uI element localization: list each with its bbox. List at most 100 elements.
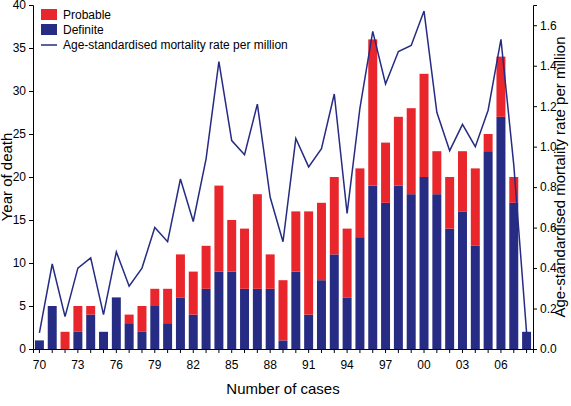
bar xyxy=(48,306,57,349)
bar xyxy=(368,39,377,185)
tick-mark xyxy=(29,263,33,264)
bar xyxy=(240,289,249,349)
bar xyxy=(112,297,121,298)
tick-label: 76 xyxy=(110,358,124,372)
y-axis: 0510152025303540 xyxy=(13,0,34,356)
bar xyxy=(73,306,82,332)
tick xyxy=(257,349,258,353)
tick xyxy=(90,349,91,353)
tick-label: 03 xyxy=(456,358,470,372)
bar xyxy=(420,177,429,349)
tick-label: 30 xyxy=(13,84,27,98)
bar xyxy=(355,168,364,237)
bar xyxy=(214,272,223,349)
bar xyxy=(432,151,441,194)
bar xyxy=(381,143,390,203)
tick-mark xyxy=(231,349,232,353)
bar xyxy=(304,315,313,349)
tick xyxy=(436,349,437,353)
tick xyxy=(411,349,412,353)
line xyxy=(39,11,526,333)
tick-mark xyxy=(52,349,53,353)
bar xyxy=(471,168,480,245)
bar xyxy=(99,332,108,349)
tick: 00 xyxy=(417,349,431,372)
bar xyxy=(394,186,403,349)
bar xyxy=(202,246,211,289)
bar xyxy=(61,332,70,349)
tick-mark xyxy=(533,66,537,67)
bar xyxy=(420,74,429,177)
tick: 94 xyxy=(340,349,354,372)
tick xyxy=(449,349,450,353)
legend-swatch xyxy=(41,44,57,46)
tick-mark xyxy=(436,349,437,353)
bar xyxy=(163,289,172,323)
tick-label: 82 xyxy=(187,358,201,372)
tick xyxy=(167,349,168,353)
tick-mark xyxy=(385,349,386,353)
tick: 70 xyxy=(33,349,47,372)
axis-line xyxy=(34,350,534,354)
tick-mark xyxy=(513,349,514,353)
tick-mark xyxy=(533,309,537,310)
tick-mark xyxy=(398,349,399,353)
tick: 97 xyxy=(379,349,393,372)
bar xyxy=(137,332,146,349)
bar xyxy=(279,280,288,340)
bar xyxy=(407,108,416,194)
bar xyxy=(279,340,288,349)
bar xyxy=(522,332,531,349)
tick xyxy=(321,349,322,353)
tick-mark xyxy=(533,187,537,188)
tick-mark xyxy=(29,349,33,350)
legend-swatch xyxy=(41,24,57,35)
tick-mark xyxy=(167,349,168,353)
bar xyxy=(86,306,95,315)
tick-label: 73 xyxy=(71,358,85,372)
tick-label: 0.0 xyxy=(540,342,557,356)
bar xyxy=(368,186,377,349)
bar xyxy=(189,315,198,349)
tick-mark xyxy=(90,349,91,353)
tick-mark xyxy=(218,349,219,353)
bar xyxy=(176,254,185,297)
bar xyxy=(355,237,364,349)
bar xyxy=(432,194,441,349)
bar xyxy=(35,340,44,349)
bar xyxy=(343,297,352,349)
tick-mark xyxy=(475,349,476,353)
bar xyxy=(407,194,416,349)
tick-mark xyxy=(29,134,33,135)
bar xyxy=(330,177,339,254)
bar xyxy=(125,315,134,324)
bar xyxy=(471,246,480,349)
bar xyxy=(227,220,236,272)
tick-mark xyxy=(29,177,33,178)
tick-mark xyxy=(29,5,33,6)
tick-label: 1.6 xyxy=(540,19,557,33)
tick-mark xyxy=(533,268,537,269)
tick-mark xyxy=(270,349,271,353)
bar xyxy=(445,177,454,229)
tick-mark xyxy=(29,48,33,49)
bar xyxy=(253,289,262,349)
y2-axis-title: Age-standardised mortality rate per mill… xyxy=(551,37,568,318)
bar xyxy=(317,203,326,280)
legend: ProbableDefiniteAge-standardised mortali… xyxy=(41,8,288,52)
tick-mark xyxy=(193,349,194,353)
bar xyxy=(330,254,339,349)
tick-mark xyxy=(321,349,322,353)
tick: 76 xyxy=(110,349,124,372)
bar xyxy=(125,323,134,349)
bar xyxy=(496,117,505,349)
bar xyxy=(291,211,300,271)
tick xyxy=(398,349,399,353)
bar xyxy=(445,229,454,349)
tick-mark xyxy=(77,349,78,353)
tick: 10 xyxy=(13,256,33,270)
tick-mark xyxy=(257,349,258,353)
bar xyxy=(35,340,44,341)
bar xyxy=(484,134,493,151)
tick-mark xyxy=(29,220,33,221)
